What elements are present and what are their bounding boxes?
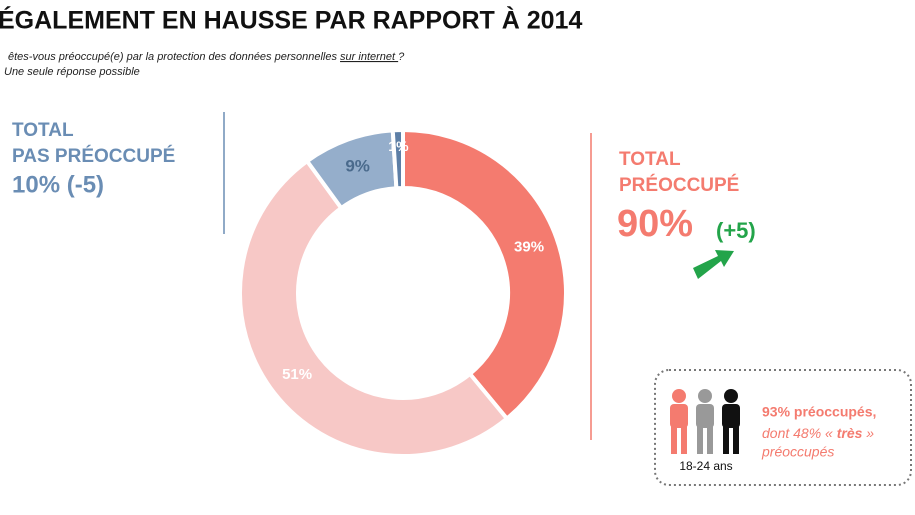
note: Une seule réponse possible xyxy=(4,66,140,78)
left-total-value: 10% (-5) xyxy=(12,171,104,198)
callout-text-part: » xyxy=(862,425,874,441)
donut-segment xyxy=(401,127,568,422)
callout-age: 18-24 ans xyxy=(679,459,732,473)
callout-box xyxy=(654,369,912,486)
question-underlined: sur internet xyxy=(340,51,398,63)
title: ÉGALEMENT EN HAUSSE PAR RAPPORT À 2014 xyxy=(0,6,582,35)
donut-segment xyxy=(390,127,405,191)
left-total-label: PAS PRÉOCCUPÉ xyxy=(12,145,175,167)
value-label: 9% xyxy=(345,156,370,175)
callout-text: préoccupés xyxy=(761,444,834,460)
callout-text: 93% préoccupés, xyxy=(762,404,876,420)
donut-segment xyxy=(238,158,510,458)
value-label: 39% xyxy=(514,239,544,256)
right-total-label: TOTAL xyxy=(619,149,681,170)
value-label: 51% xyxy=(282,366,312,383)
people-icons xyxy=(670,389,740,454)
right-total-value: 90% xyxy=(617,203,693,245)
callout-text-part: dont 48% « xyxy=(762,425,837,441)
callout-text: dont 48% « très » xyxy=(762,425,874,441)
callout-emphasis: très xyxy=(837,425,863,441)
right-total-change: (+5) xyxy=(716,218,756,243)
question: êtes-vous préoccupé(e) par la protection… xyxy=(8,51,405,63)
value-label: 1% xyxy=(388,138,409,154)
right-total-label: PRÉOCCUPÉ xyxy=(619,174,739,196)
question-text: êtes-vous préoccupé(e) par la protection… xyxy=(8,51,340,63)
up-arrow xyxy=(693,250,734,279)
left-total-label: TOTAL xyxy=(12,120,74,141)
question-end: ? xyxy=(398,51,405,63)
